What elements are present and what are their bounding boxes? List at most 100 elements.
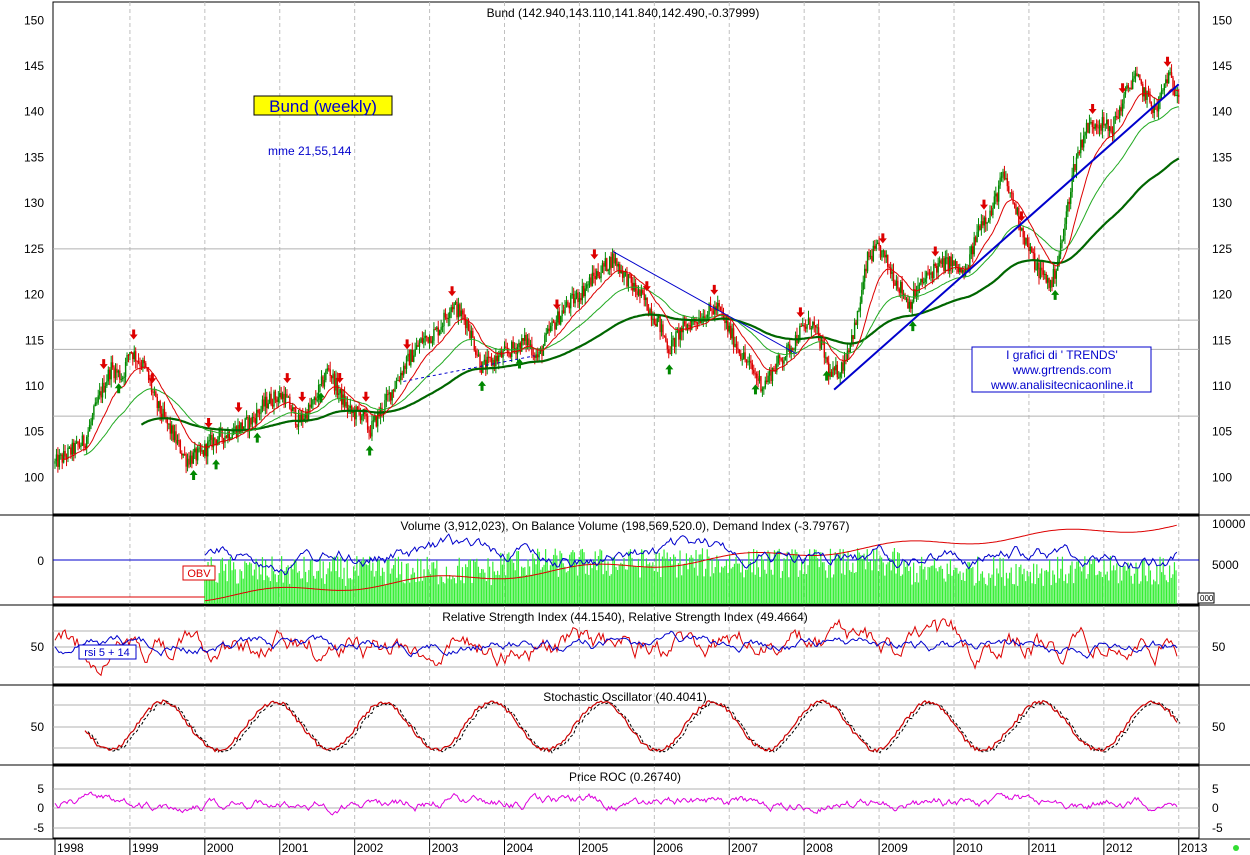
candle-body	[1003, 171, 1006, 179]
sell-arrow	[234, 402, 243, 413]
candle-body	[621, 270, 624, 278]
candle-body	[531, 344, 533, 356]
candle-body	[803, 325, 805, 327]
candle-body	[443, 312, 445, 327]
rsi-panel-title: Relative Strength Index (44.1540), Relat…	[442, 610, 808, 624]
candle-body	[551, 321, 553, 326]
candle-body	[950, 256, 952, 267]
candle-body	[101, 382, 104, 398]
candle-body	[839, 373, 841, 378]
candle-body	[441, 326, 444, 328]
candle-body	[348, 408, 350, 411]
candle-body	[773, 368, 775, 370]
candle-body	[243, 426, 245, 430]
candle-body	[94, 402, 97, 407]
candle-body	[71, 442, 73, 455]
candle-body	[97, 395, 99, 403]
candle-body	[830, 371, 833, 377]
candle-body	[936, 266, 938, 273]
candle-body	[1093, 126, 1095, 129]
candle-body	[339, 389, 341, 394]
candle-body	[384, 400, 386, 411]
candle-body	[147, 370, 150, 381]
candle-body	[407, 353, 409, 357]
candle-body	[738, 349, 741, 354]
candle-body	[304, 411, 307, 419]
candle-body	[132, 352, 134, 360]
candle-body	[420, 338, 422, 343]
candle-body	[956, 261, 958, 268]
candle-body	[245, 416, 248, 419]
candle-body	[218, 430, 220, 440]
candle-body	[587, 284, 589, 286]
candle-body	[826, 357, 828, 363]
candle-body	[557, 311, 559, 323]
candle-body	[240, 422, 242, 433]
candle-body	[1064, 223, 1066, 236]
candle-body	[341, 389, 343, 405]
candle-body	[786, 345, 788, 357]
candle-body	[385, 394, 388, 401]
candle-body	[1023, 237, 1026, 245]
candle-body	[136, 361, 138, 363]
candle-body	[479, 354, 481, 369]
candle-body	[96, 402, 98, 404]
candle-body	[960, 268, 962, 273]
candle-body	[871, 255, 873, 261]
rsi-14-line	[54, 630, 1178, 659]
stochastic-panel-title: Stochastic Oscillator (40.4041)	[543, 690, 706, 704]
candle-body	[333, 373, 336, 391]
candle-body	[98, 391, 101, 396]
candle-body	[836, 364, 839, 378]
candle-body	[683, 321, 686, 324]
sell-arrow	[710, 284, 719, 295]
price-tick-left: 110	[25, 379, 44, 393]
candle-body	[558, 311, 560, 325]
candle-body	[1044, 273, 1046, 275]
year-label: 2007	[731, 841, 758, 855]
candle-body	[673, 337, 676, 347]
candle-body	[776, 363, 778, 372]
candle-body	[561, 310, 563, 317]
candle-body	[996, 193, 998, 202]
candle-body	[73, 442, 75, 454]
candle-body	[535, 354, 537, 358]
candle-body	[915, 293, 918, 298]
candle-body	[389, 392, 392, 401]
candle-body	[581, 285, 584, 301]
sell-arrow	[878, 233, 887, 244]
candle-body	[466, 320, 468, 329]
candle-body	[1039, 267, 1042, 279]
candle-body	[208, 439, 210, 442]
candle-body	[708, 303, 710, 315]
candle-body	[221, 428, 223, 439]
candle-body	[1012, 193, 1014, 204]
candle-body	[979, 225, 981, 231]
candle-body	[526, 338, 529, 346]
candle-body	[840, 362, 843, 374]
candle-body	[1062, 235, 1065, 241]
candle-body	[217, 439, 219, 446]
candle-body	[198, 447, 200, 449]
candle-body	[67, 447, 69, 459]
candle-body	[951, 260, 954, 267]
candle-body	[1136, 73, 1138, 77]
candle-body	[1042, 270, 1045, 275]
year-label: 2008	[806, 841, 833, 855]
candle-body	[449, 312, 451, 319]
candle-body	[544, 335, 546, 346]
candle-body	[852, 335, 854, 340]
candle-body	[375, 415, 377, 427]
candle-body	[418, 342, 421, 347]
candle-body	[273, 391, 275, 407]
candle-body	[248, 418, 251, 431]
candle-body	[725, 320, 728, 324]
candle-body	[264, 396, 267, 407]
candle-body	[464, 319, 467, 329]
candle-body	[791, 348, 794, 350]
candle-body	[163, 408, 166, 417]
candle-body	[731, 328, 733, 339]
candle-body	[917, 285, 919, 294]
candle-body	[1061, 240, 1063, 244]
candle-body	[325, 370, 327, 381]
